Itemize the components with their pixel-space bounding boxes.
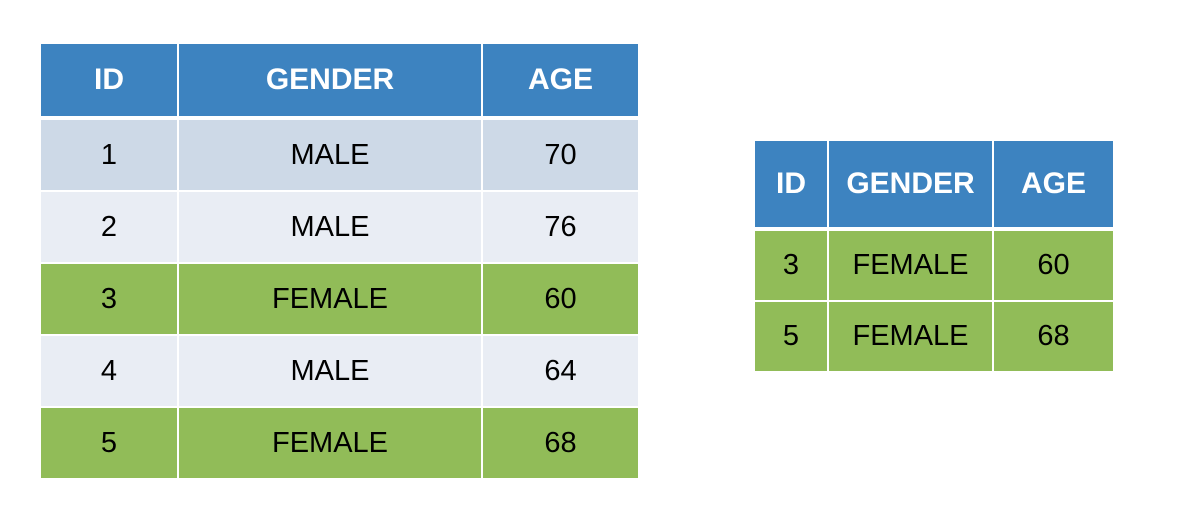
- header-row: ID GENDER AGE: [753, 139, 1115, 231]
- header-gender: GENDER: [827, 139, 994, 231]
- cell-id: 3: [39, 262, 179, 336]
- cell-id: 1: [39, 117, 179, 192]
- header-age: AGE: [992, 139, 1115, 231]
- cell-id: 4: [39, 334, 179, 408]
- table-row: 3 FEMALE 60: [753, 228, 1115, 302]
- filtered-table: ID GENDER AGE 3 FEMALE 60 5 FEMALE 68: [753, 139, 1115, 373]
- table-row: 4 MALE 64: [39, 334, 640, 408]
- cell-age: 76: [481, 190, 640, 264]
- cell-id: 5: [753, 300, 829, 373]
- header-gender: GENDER: [177, 42, 483, 120]
- cell-age: 68: [992, 300, 1115, 373]
- cell-age: 60: [992, 228, 1115, 302]
- cell-age: 70: [481, 117, 640, 192]
- table-row: 5 FEMALE 68: [39, 406, 640, 480]
- cell-gender: MALE: [177, 117, 483, 192]
- cell-age: 64: [481, 334, 640, 408]
- table-row: 5 FEMALE 68: [753, 300, 1115, 373]
- header-id: ID: [39, 42, 179, 120]
- header-age: AGE: [481, 42, 640, 120]
- table-row: 1 MALE 70: [39, 117, 640, 192]
- table-row: 2 MALE 76: [39, 190, 640, 264]
- cell-gender: MALE: [177, 190, 483, 264]
- cell-age: 68: [481, 406, 640, 480]
- cell-gender: FEMALE: [827, 228, 994, 302]
- header-row: ID GENDER AGE: [39, 42, 640, 120]
- full-table: ID GENDER AGE 1 MALE 70 2 MALE 76 3 FEMA…: [39, 42, 640, 480]
- header-id: ID: [753, 139, 829, 231]
- cell-id: 5: [39, 406, 179, 480]
- cell-id: 2: [39, 190, 179, 264]
- cell-gender: MALE: [177, 334, 483, 408]
- cell-gender: FEMALE: [177, 262, 483, 336]
- cell-id: 3: [753, 228, 829, 302]
- cell-gender: FEMALE: [827, 300, 994, 373]
- table-row: 3 FEMALE 60: [39, 262, 640, 336]
- cell-gender: FEMALE: [177, 406, 483, 480]
- cell-age: 60: [481, 262, 640, 336]
